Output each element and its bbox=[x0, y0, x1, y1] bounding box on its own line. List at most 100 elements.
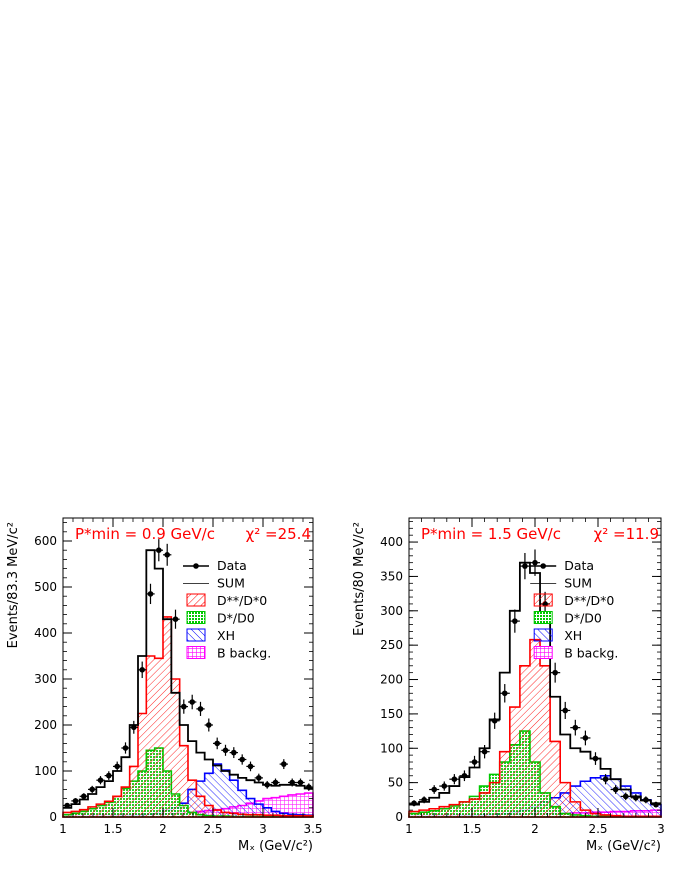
data-point bbox=[88, 785, 97, 793]
legend-entry: SUM bbox=[183, 576, 245, 591]
data-point bbox=[519, 552, 530, 580]
data-point-marker bbox=[612, 786, 619, 793]
data-point bbox=[104, 771, 113, 780]
data-point-marker bbox=[139, 667, 145, 673]
data-point-marker bbox=[491, 717, 498, 724]
data-point bbox=[96, 776, 105, 785]
data-point-marker bbox=[633, 794, 639, 801]
y-tick-label: 300 bbox=[34, 672, 57, 686]
data-point bbox=[229, 747, 238, 759]
data-point bbox=[439, 781, 450, 791]
data-point-marker bbox=[653, 801, 659, 808]
data-point bbox=[238, 754, 247, 765]
x-tick-label: 2.5 bbox=[588, 822, 607, 836]
x-tick-label: 3 bbox=[259, 822, 267, 836]
y-tick-label: 400 bbox=[380, 535, 403, 549]
legend-label: SUM bbox=[217, 576, 245, 591]
y-tick-label: 300 bbox=[380, 604, 403, 618]
legend-label: SUM bbox=[564, 576, 592, 591]
y-tick-label: 200 bbox=[34, 718, 57, 732]
data-point bbox=[146, 583, 155, 605]
data-point-marker bbox=[214, 740, 220, 747]
data-point bbox=[179, 699, 188, 714]
legend-swatch bbox=[186, 611, 206, 624]
data-point-marker bbox=[181, 703, 187, 710]
data-point-marker bbox=[451, 776, 458, 782]
data-point-marker bbox=[197, 706, 204, 712]
y-tick-label: 100 bbox=[380, 741, 403, 755]
legend-entry: B backg. bbox=[186, 646, 271, 661]
data-point bbox=[296, 778, 305, 787]
y-tick-label: 200 bbox=[380, 673, 403, 687]
data-point bbox=[630, 794, 641, 802]
legend-data-marker bbox=[540, 563, 546, 569]
data-point bbox=[620, 792, 631, 801]
x-tick-label: 1 bbox=[405, 822, 413, 836]
data-point bbox=[113, 761, 122, 772]
data-point bbox=[221, 744, 230, 756]
legend-data-marker bbox=[193, 563, 199, 569]
data-point bbox=[271, 778, 280, 787]
data-point-marker bbox=[97, 777, 104, 783]
y-axis-label: Events/80 MeV/c² bbox=[352, 522, 367, 636]
legend-swatch bbox=[533, 611, 553, 624]
chart-panel-left: 1 1.5 2 2.5 3 3.5 0 100 200 300 400 500 600 Mₓ (GeV/c… bbox=[6, 517, 323, 854]
legend-label: XH bbox=[217, 628, 235, 643]
y-tick-label: 250 bbox=[380, 638, 403, 652]
x-axis-label: Mₓ (GeV/c²) bbox=[238, 839, 313, 854]
legend-swatch bbox=[533, 628, 553, 642]
data-point bbox=[288, 778, 297, 787]
data-point bbox=[550, 662, 561, 683]
data-point-marker bbox=[255, 775, 262, 781]
data-point-marker bbox=[131, 724, 137, 731]
legend-label: Data bbox=[564, 558, 594, 573]
data-point-marker bbox=[643, 797, 649, 803]
data-point bbox=[304, 783, 313, 791]
chi2-annotation: χ² =25.4 bbox=[246, 525, 311, 543]
y-tick-label: 100 bbox=[34, 764, 57, 778]
data-point-marker bbox=[411, 800, 417, 807]
data-point bbox=[449, 774, 460, 785]
chi2-annotation: χ² =11.9 bbox=[594, 525, 659, 543]
legend-label: B backg. bbox=[217, 646, 271, 661]
data-point-marker bbox=[512, 618, 518, 624]
data-point-marker bbox=[122, 745, 129, 751]
data-point-marker bbox=[114, 763, 120, 770]
data-point bbox=[459, 770, 470, 782]
y-tick-label: 600 bbox=[34, 534, 57, 548]
data-point-marker bbox=[532, 559, 538, 566]
data-point-marker bbox=[481, 748, 488, 755]
data-point bbox=[204, 718, 213, 732]
x-tick-label: 1.5 bbox=[103, 822, 122, 836]
data-point bbox=[560, 701, 571, 720]
data-point bbox=[590, 752, 601, 765]
data-point bbox=[263, 780, 272, 789]
data-point bbox=[600, 774, 611, 785]
data-point-marker bbox=[239, 756, 245, 763]
data-point bbox=[188, 694, 197, 710]
data-point-marker bbox=[431, 786, 438, 793]
data-point bbox=[154, 539, 163, 562]
legend-swatch bbox=[533, 593, 553, 607]
x-tick-label: 2.5 bbox=[203, 822, 222, 836]
x-axis-label: Mₓ (GeV/c²) bbox=[586, 839, 661, 854]
y-tick-label: 0 bbox=[395, 810, 403, 824]
legend-label: B backg. bbox=[564, 646, 618, 661]
y-axis-label: Events/83.3 MeV/c² bbox=[6, 522, 21, 648]
y-tick-label: 500 bbox=[34, 580, 57, 594]
data-point bbox=[63, 802, 72, 809]
data-point-marker bbox=[471, 759, 478, 765]
data-point-marker bbox=[189, 699, 195, 705]
data-point bbox=[79, 793, 88, 800]
data-point-marker bbox=[156, 547, 162, 553]
legend-entry: D*/D0 bbox=[533, 611, 602, 626]
data-point-marker bbox=[89, 786, 95, 793]
data-point-marker bbox=[106, 772, 112, 779]
data-point-marker bbox=[264, 782, 271, 788]
legend-swatch bbox=[186, 628, 206, 642]
data-point-marker bbox=[552, 669, 558, 676]
data-point bbox=[529, 549, 541, 576]
legend-label: D*/D0 bbox=[564, 611, 602, 626]
data-point bbox=[580, 730, 591, 746]
